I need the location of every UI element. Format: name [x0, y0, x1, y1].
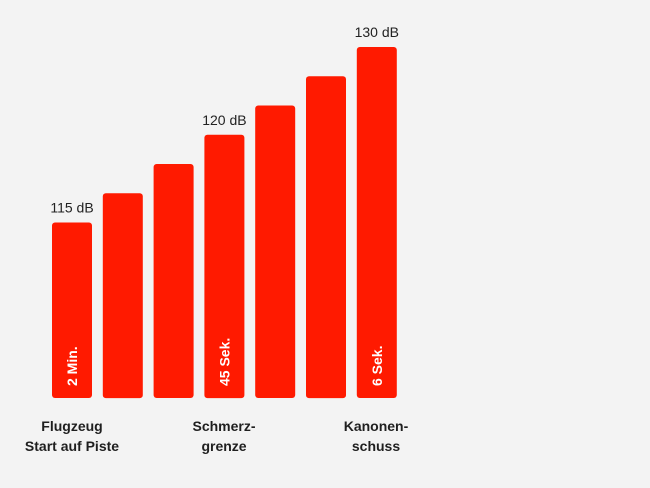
annotation-line: grenze	[201, 438, 247, 454]
duration-label: 45 Sek.	[216, 338, 232, 386]
bar-4	[204, 134, 245, 399]
value-label: 120 dB	[202, 112, 246, 128]
annotation-line: Flugzeug	[41, 418, 103, 434]
category-annotation-schmerzgrenze: Schmerz- grenze	[154, 416, 294, 456]
category-annotation-kanonenschuss: Kanonen- schuss	[306, 416, 446, 456]
duration-label: 2 Min.	[64, 346, 80, 386]
annotation-line: Start auf Piste	[24, 438, 120, 454]
bar-3	[153, 164, 194, 398]
annotation-line: Kanonen-	[343, 418, 409, 434]
value-label: 115 dB	[50, 200, 93, 216]
duration-label: 6 Sek.	[369, 346, 385, 386]
bar-1	[52, 222, 92, 398]
bar-5	[255, 105, 296, 398]
annotation-line: Schmerz-	[192, 418, 256, 434]
bar-2	[102, 193, 143, 399]
bar-7	[356, 47, 397, 398]
bar-6	[306, 76, 346, 399]
value-label: 130 dB	[355, 24, 399, 40]
category-annotation-flugzeug: Flugzeug Start auf Piste	[2, 416, 142, 456]
annotation-line: schuss	[351, 438, 401, 454]
